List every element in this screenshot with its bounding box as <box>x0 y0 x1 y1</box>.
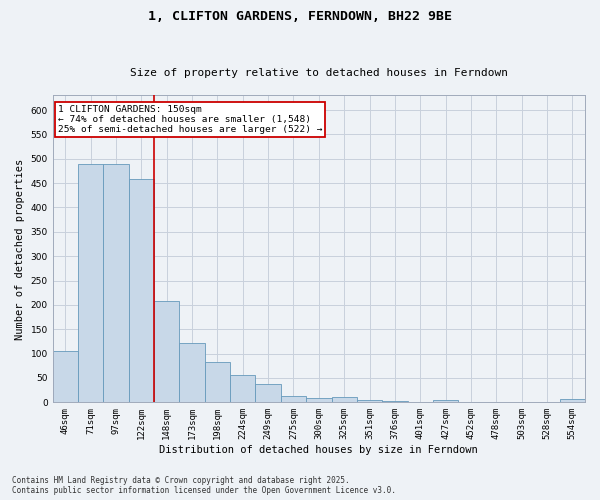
Bar <box>205 362 230 403</box>
Bar <box>129 179 154 402</box>
Bar <box>281 396 306 402</box>
Bar <box>433 400 458 402</box>
Bar <box>357 400 382 402</box>
Bar <box>306 398 332 402</box>
Bar <box>256 384 281 402</box>
Bar <box>154 302 179 402</box>
Bar <box>103 164 129 402</box>
Bar <box>179 344 205 402</box>
Bar <box>332 398 357 402</box>
Title: Size of property relative to detached houses in Ferndown: Size of property relative to detached ho… <box>130 68 508 78</box>
Text: 1, CLIFTON GARDENS, FERNDOWN, BH22 9BE: 1, CLIFTON GARDENS, FERNDOWN, BH22 9BE <box>148 10 452 23</box>
Text: Contains HM Land Registry data © Crown copyright and database right 2025.
Contai: Contains HM Land Registry data © Crown c… <box>12 476 396 495</box>
Bar <box>78 164 103 402</box>
Text: 1 CLIFTON GARDENS: 150sqm
← 74% of detached houses are smaller (1,548)
25% of se: 1 CLIFTON GARDENS: 150sqm ← 74% of detac… <box>58 104 322 134</box>
Bar <box>382 401 407 402</box>
X-axis label: Distribution of detached houses by size in Ferndown: Distribution of detached houses by size … <box>160 445 478 455</box>
Bar <box>230 374 256 402</box>
Bar <box>560 400 585 402</box>
Y-axis label: Number of detached properties: Number of detached properties <box>15 158 25 340</box>
Bar <box>53 351 78 403</box>
